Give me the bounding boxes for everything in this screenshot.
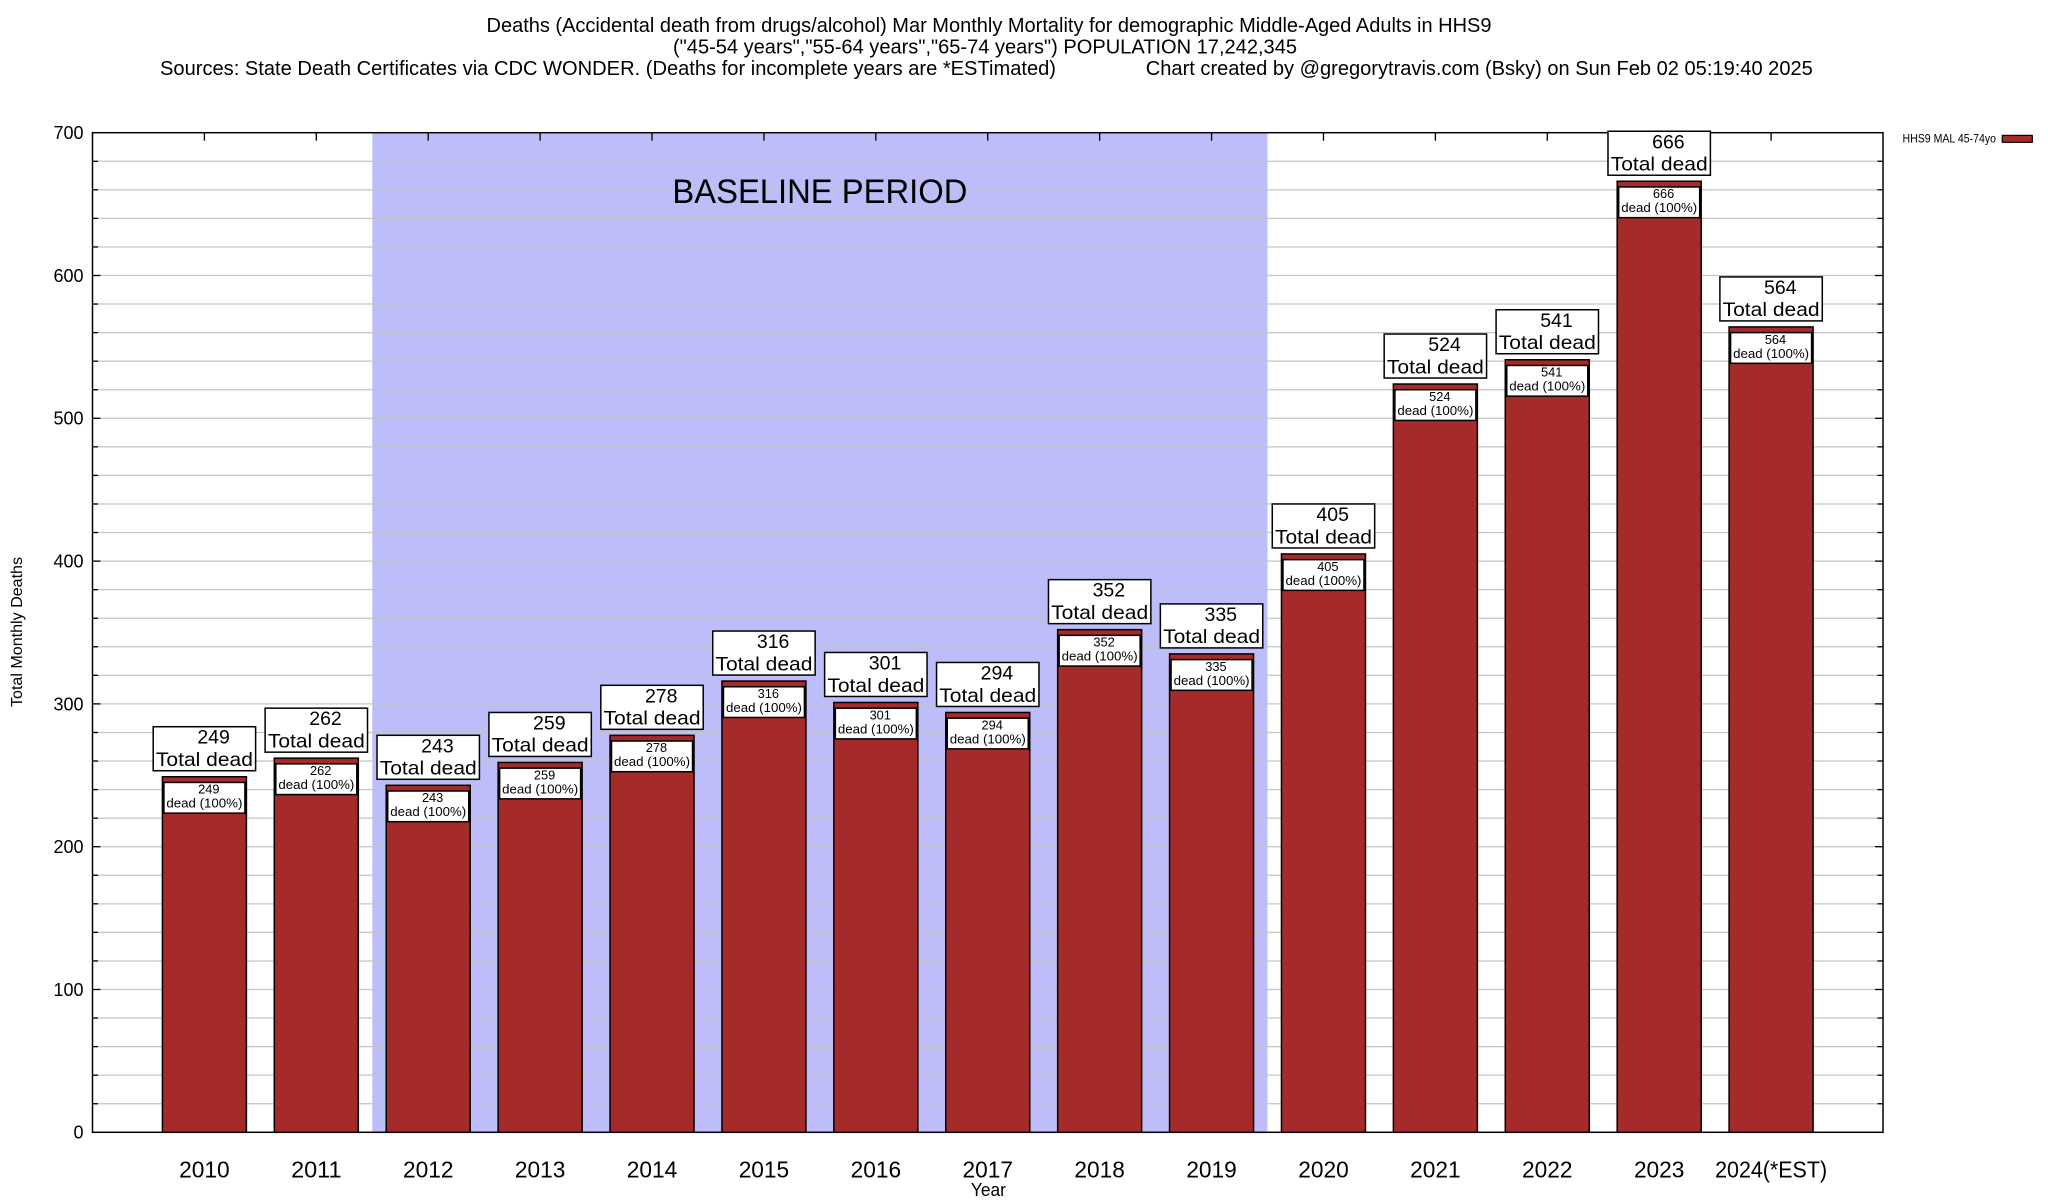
- svg-text:524: 524: [1429, 389, 1450, 404]
- svg-text:dead (100%): dead (100%): [838, 721, 914, 736]
- svg-text:301: 301: [869, 652, 902, 674]
- svg-text:dead (100%): dead (100%): [502, 781, 578, 796]
- svg-text:405: 405: [1316, 504, 1349, 526]
- svg-text:dead (100%): dead (100%): [950, 731, 1026, 746]
- svg-text:243: 243: [422, 790, 443, 805]
- svg-text:Year: Year: [971, 1179, 1006, 1200]
- svg-text:("45-54 years","55-64 years",": ("45-54 years","55-64 years","65-74 year…: [673, 35, 1297, 58]
- svg-text:500: 500: [53, 409, 83, 429]
- svg-text:666: 666: [1653, 186, 1674, 201]
- svg-text:352: 352: [1093, 580, 1126, 602]
- svg-text:dead (100%): dead (100%): [390, 804, 466, 819]
- svg-text:2018: 2018: [1074, 1157, 1125, 1183]
- svg-text:405: 405: [1317, 559, 1338, 574]
- svg-text:Total dead: Total dead: [1275, 526, 1372, 548]
- svg-text:2020: 2020: [1298, 1157, 1349, 1183]
- svg-text:2011: 2011: [291, 1157, 342, 1183]
- svg-text:0: 0: [73, 1123, 83, 1143]
- svg-text:262: 262: [309, 708, 342, 730]
- svg-text:600: 600: [53, 266, 83, 286]
- svg-text:243: 243: [421, 735, 454, 757]
- svg-text:2019: 2019: [1186, 1157, 1237, 1183]
- svg-text:335: 335: [1204, 604, 1237, 626]
- svg-text:dead (100%): dead (100%): [1062, 649, 1138, 664]
- svg-text:dead (100%): dead (100%): [1397, 403, 1473, 418]
- svg-text:dead (100%): dead (100%): [614, 754, 690, 769]
- svg-text:541: 541: [1540, 310, 1573, 332]
- svg-text:2015: 2015: [739, 1157, 790, 1183]
- svg-text:Deaths (Accidental death from: Deaths (Accidental death from drugs/alco…: [487, 14, 1492, 37]
- svg-text:301: 301: [870, 707, 891, 722]
- svg-text:294: 294: [981, 717, 1002, 732]
- svg-text:dead (100%): dead (100%): [1621, 200, 1697, 215]
- svg-text:316: 316: [757, 631, 790, 653]
- svg-text:HHS9 MAL 45-74yo: HHS9 MAL 45-74yo: [1903, 132, 1997, 146]
- svg-text:2010: 2010: [179, 1157, 230, 1183]
- svg-text:Total Monthly Deaths: Total Monthly Deaths: [9, 557, 26, 707]
- svg-text:294: 294: [981, 662, 1014, 684]
- svg-text:Total dead: Total dead: [1723, 299, 1820, 321]
- svg-text:400: 400: [53, 552, 83, 572]
- svg-text:2014: 2014: [627, 1157, 678, 1183]
- svg-text:Total dead: Total dead: [1499, 332, 1596, 354]
- svg-text:2021: 2021: [1410, 1157, 1461, 1183]
- svg-text:2017: 2017: [963, 1157, 1014, 1183]
- svg-text:dead (100%): dead (100%): [1733, 346, 1809, 361]
- svg-text:262: 262: [310, 763, 331, 778]
- svg-text:259: 259: [534, 767, 555, 782]
- svg-text:dead (100%): dead (100%): [166, 796, 242, 811]
- svg-text:Total dead: Total dead: [939, 685, 1036, 707]
- svg-text:259: 259: [533, 712, 566, 734]
- svg-text:666: 666: [1652, 131, 1685, 153]
- svg-text:2023: 2023: [1634, 1157, 1685, 1183]
- svg-text:278: 278: [645, 685, 678, 707]
- svg-text:Total dead: Total dead: [827, 675, 924, 697]
- svg-text:316: 316: [758, 686, 779, 701]
- svg-text:2022: 2022: [1522, 1157, 1573, 1183]
- svg-text:278: 278: [646, 740, 667, 755]
- svg-text:2016: 2016: [851, 1157, 902, 1183]
- svg-text:dead (100%): dead (100%): [278, 777, 354, 792]
- svg-text:541: 541: [1541, 365, 1562, 380]
- svg-text:Sources: State Death Certifica: Sources: State Death Certificates via CD…: [160, 57, 1056, 80]
- svg-text:2024(*EST): 2024(*EST): [1715, 1157, 1827, 1183]
- svg-text:200: 200: [53, 837, 83, 857]
- svg-text:Total dead: Total dead: [380, 758, 477, 780]
- svg-text:dead (100%): dead (100%): [726, 700, 802, 715]
- svg-text:Total dead: Total dead: [1163, 626, 1260, 648]
- svg-text:564: 564: [1764, 277, 1797, 299]
- svg-text:249: 249: [198, 782, 219, 797]
- svg-text:dead (100%): dead (100%): [1174, 673, 1250, 688]
- svg-text:524: 524: [1428, 334, 1461, 356]
- svg-text:dead (100%): dead (100%): [1509, 379, 1585, 394]
- svg-text:352: 352: [1093, 635, 1114, 650]
- svg-text:Total dead: Total dead: [492, 735, 589, 757]
- svg-text:Total dead: Total dead: [715, 653, 812, 675]
- svg-text:Total dead: Total dead: [1387, 356, 1484, 378]
- svg-text:100: 100: [53, 980, 83, 1000]
- svg-text:2013: 2013: [515, 1157, 566, 1183]
- svg-text:dead (100%): dead (100%): [1285, 573, 1361, 588]
- svg-text:Total dead: Total dead: [1611, 154, 1708, 176]
- svg-text:Total dead: Total dead: [1051, 602, 1148, 624]
- svg-text:Total dead: Total dead: [156, 749, 253, 771]
- svg-text:Total dead: Total dead: [268, 730, 365, 752]
- svg-text:Total dead: Total dead: [604, 708, 701, 730]
- svg-text:335: 335: [1205, 659, 1226, 674]
- svg-text:700: 700: [53, 123, 83, 143]
- svg-text:Chart created by @gregorytravi: Chart created by @gregorytravis.com (Bsk…: [1146, 57, 1813, 80]
- svg-text:BASELINE PERIOD: BASELINE PERIOD: [672, 173, 967, 211]
- svg-text:564: 564: [1765, 332, 1786, 347]
- svg-text:300: 300: [53, 694, 83, 714]
- svg-text:249: 249: [197, 727, 230, 749]
- svg-text:2012: 2012: [403, 1157, 454, 1183]
